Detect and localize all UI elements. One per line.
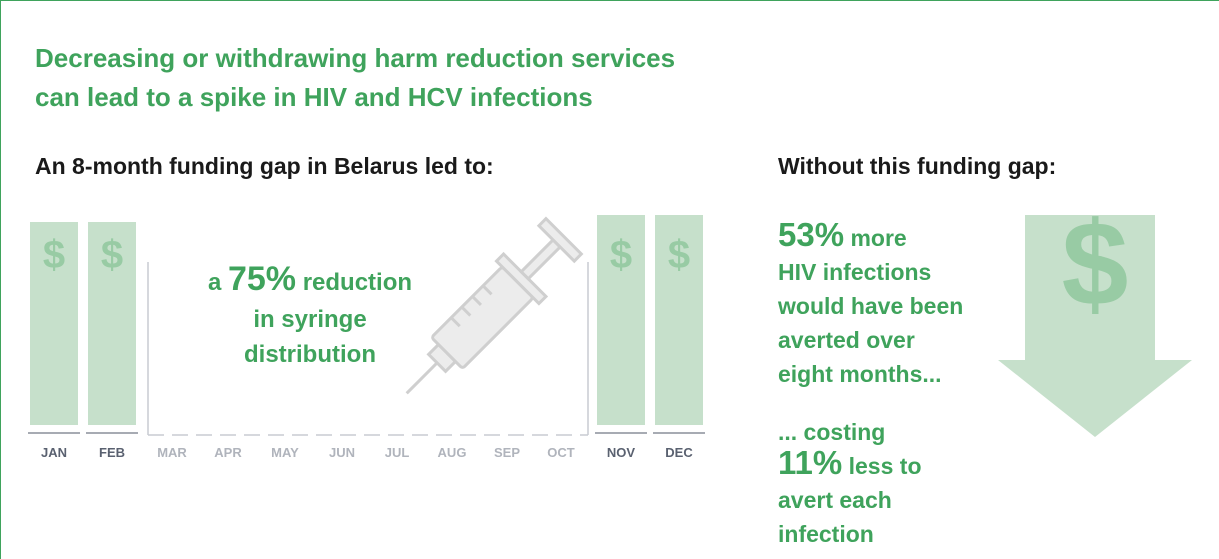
callout-line: distribution [244,341,376,368]
callout-line: in syringe [253,306,366,333]
month-label: DEC [665,445,693,460]
right-heading: Without this funding gap: [778,153,1056,179]
month-label: AUG [438,445,467,460]
dollar-icon: $ [1062,197,1129,331]
syringe-icon [385,215,584,414]
month-label: FEB [99,445,125,460]
statement-line: infection [778,521,874,547]
title-line: Decreasing or withdrawing harm reduction… [35,43,675,73]
month-label: OCT [547,445,575,460]
statement-line: ... costing [778,419,885,445]
month-label: JUN [329,445,355,460]
month-label: JUL [385,445,410,460]
dollar-icon: $ [668,233,690,277]
right-statements: 53% more HIV infections would have been … [777,216,963,547]
title-line: can lead to a spike in HIV and HCV infec… [35,82,593,112]
callout: a 75% reduction [208,260,412,298]
infographic: Decreasing or withdrawing harm reduction… [0,0,1219,559]
dollar-icon: $ [610,233,632,277]
month-label: MAY [271,445,299,460]
month-label: SEP [494,445,520,460]
dollar-icon: $ [43,233,65,277]
statement-line: averted over [778,327,915,353]
statement-lead: 11% less to [778,444,922,481]
dollar-icon: $ [101,233,123,277]
month-label: MAR [157,445,187,460]
month-label: NOV [607,445,636,460]
statement-line: avert each [778,487,892,513]
month-chart: $ JAN $ FEB MAR APR MAY JUN JUL AUG SEP OCT $ NOV $ DEC [28,215,705,460]
month-label: APR [214,445,242,460]
statement-line: eight months... [778,361,942,387]
statement-lead: 53% more [778,216,907,253]
month-label: JAN [41,445,67,460]
statement-line: HIV infections [778,259,931,285]
statement-line: would have been [777,293,963,319]
left-heading: An 8-month funding gap in Belarus led to… [35,153,494,179]
